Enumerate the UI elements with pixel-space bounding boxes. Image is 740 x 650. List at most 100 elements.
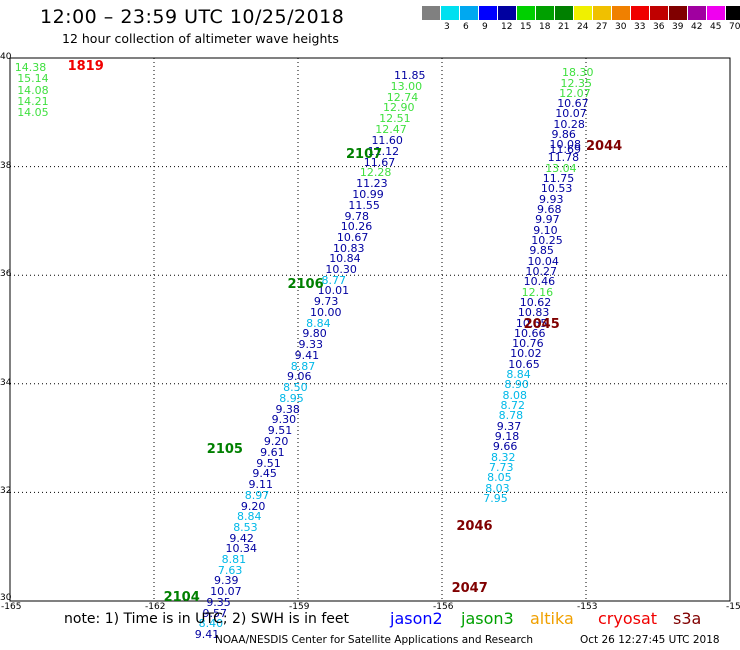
legend-tick-label: 21: [558, 22, 570, 32]
legend-swatch: [441, 6, 460, 20]
wave-height-point: 10.02: [510, 347, 542, 361]
legend-swatch: [460, 6, 479, 20]
legend-tick-label: 15: [520, 22, 532, 32]
wave-height-point: 11.69: [549, 142, 582, 156]
y-tick-label: 30: [0, 593, 12, 603]
wave-height-point: 8.08: [502, 388, 527, 402]
wave-height-point: 9.66: [492, 440, 518, 454]
wave-height-point: 13.00: [390, 80, 423, 94]
wave-height-point: 12.35: [560, 76, 593, 90]
wave-height-point: 11.78: [547, 151, 580, 165]
pass-number-label: 2044: [586, 138, 623, 154]
legend-swatch: [593, 6, 612, 20]
legend-tick-label: 36: [653, 22, 665, 32]
wave-height-point: 9.18: [494, 430, 520, 443]
wave-height-point: 15.14: [17, 72, 49, 86]
wave-height-point: 14.21: [17, 94, 49, 108]
wave-height-point: 10.99: [352, 187, 384, 201]
wave-height-point: 8.90: [504, 378, 529, 392]
satellite-name-jason2: jason2: [390, 609, 443, 628]
wave-height-point: 10.01: [317, 284, 350, 298]
pass-number-label: 1819: [67, 58, 104, 74]
wave-height-point: 9.38: [275, 402, 300, 416]
wave-height-point: 8.87: [290, 359, 316, 373]
y-tick-label: 34: [0, 377, 12, 388]
wave-height-point: 10.34: [225, 542, 258, 556]
wave-height-point: 14.38: [14, 60, 47, 74]
plot-frame: [9, 57, 731, 602]
wave-height-point: 8.05: [487, 471, 512, 485]
wave-height-point: 9.80: [302, 327, 327, 341]
wave-height-point: 9.37: [496, 419, 522, 433]
wave-height-point: 10.67: [336, 230, 369, 244]
wave-height-point: 11.12: [367, 144, 400, 158]
wave-height-point: 9.35: [206, 596, 231, 610]
x-tick-label: -165: [1, 602, 22, 612]
map-title: 12:00 – 23:59 UTC 10/25/2018: [40, 6, 345, 28]
x-tick-label: -153: [577, 602, 598, 612]
wave-height-point: 10.04: [527, 254, 559, 268]
wave-height-point: 9.30: [271, 413, 297, 427]
pass-number-label: 2107: [346, 147, 383, 163]
wave-height-point: 10.76: [512, 337, 544, 351]
wave-height-point: 10.07: [555, 107, 587, 121]
wave-height-point: 10.62: [519, 295, 552, 309]
satellite-name-cryosat: cryosat: [598, 609, 658, 628]
pass-number-label: 2047: [451, 581, 488, 597]
wave-height-point: 9.10: [533, 223, 558, 237]
wave-height-point: 9.97: [535, 213, 560, 227]
legend-tick-label: 9: [482, 22, 488, 32]
wave-height-point: 9.41: [294, 349, 320, 363]
legend-swatch: [650, 6, 669, 20]
generated-timestamp: Oct 26 12:27:45 UTC 2018: [580, 634, 720, 646]
legend-tick-label: 12: [501, 22, 513, 32]
wave-height-point: 8.32: [490, 450, 516, 464]
wave-height-point: 8.95: [279, 392, 304, 405]
x-tick-label: -159: [289, 602, 310, 612]
wave-height-point: 7.95: [483, 491, 508, 505]
wave-height-point: 8.84: [506, 368, 531, 382]
wave-height-point: 9.42: [229, 531, 254, 545]
wave-height-point: 9.73: [313, 295, 339, 309]
wave-height-point: 12.16: [521, 285, 554, 299]
legend-swatch: [555, 6, 574, 20]
wave-height-point: 10.53: [540, 182, 573, 196]
pass-number-label: 2104: [163, 590, 200, 606]
y-tick-label: 32: [0, 486, 12, 497]
wave-height-point: 8.84: [306, 316, 331, 330]
wave-height-point: 10.83: [517, 306, 550, 320]
legend-swatch: [669, 6, 688, 20]
wave-height-point: 10.46: [523, 275, 556, 289]
wave-height-point: 9.51: [267, 424, 293, 438]
wave-height-point: 10.66: [514, 326, 546, 340]
legend-swatch: [517, 6, 536, 20]
wave-height-point: 14.08: [17, 83, 49, 97]
wave-height-point: 7.73: [489, 460, 514, 474]
wave-height-point: 18.30: [562, 66, 594, 80]
wave-height-point: 10.83: [333, 241, 365, 255]
legend-swatch: [479, 6, 498, 20]
wave-height-point: 9.61: [260, 445, 285, 459]
wave-height-point: 11.55: [348, 198, 380, 212]
legend-tick-label: 33: [634, 22, 646, 32]
pass-number-label: 2046: [456, 519, 493, 535]
legend-tick-label: 3: [444, 22, 450, 32]
wave-height-point: 10.28: [553, 117, 585, 131]
legend-swatch: [612, 6, 631, 20]
wave-height-point: 10.26: [340, 219, 373, 233]
wave-height-point: 9.57: [202, 607, 227, 621]
y-tick-label: 36: [0, 269, 12, 280]
legend-tick-label: 30: [615, 22, 627, 32]
wave-height-point: 7.63: [217, 563, 243, 577]
wave-height-point: 12.47: [375, 123, 407, 137]
wave-height-point: 8.77: [321, 273, 347, 287]
wave-height-point: 10.67: [557, 97, 589, 111]
wave-height-point: 10.25: [531, 233, 563, 247]
pass-number-label: 2105: [206, 442, 243, 458]
wave-height-point: 12.28: [359, 166, 392, 180]
wave-height-point: 8.81: [221, 553, 247, 567]
wave-height-point: 9.78: [344, 209, 370, 223]
wave-height-point: 11.23: [356, 176, 388, 190]
satellite-name-altika: altika: [530, 609, 574, 628]
